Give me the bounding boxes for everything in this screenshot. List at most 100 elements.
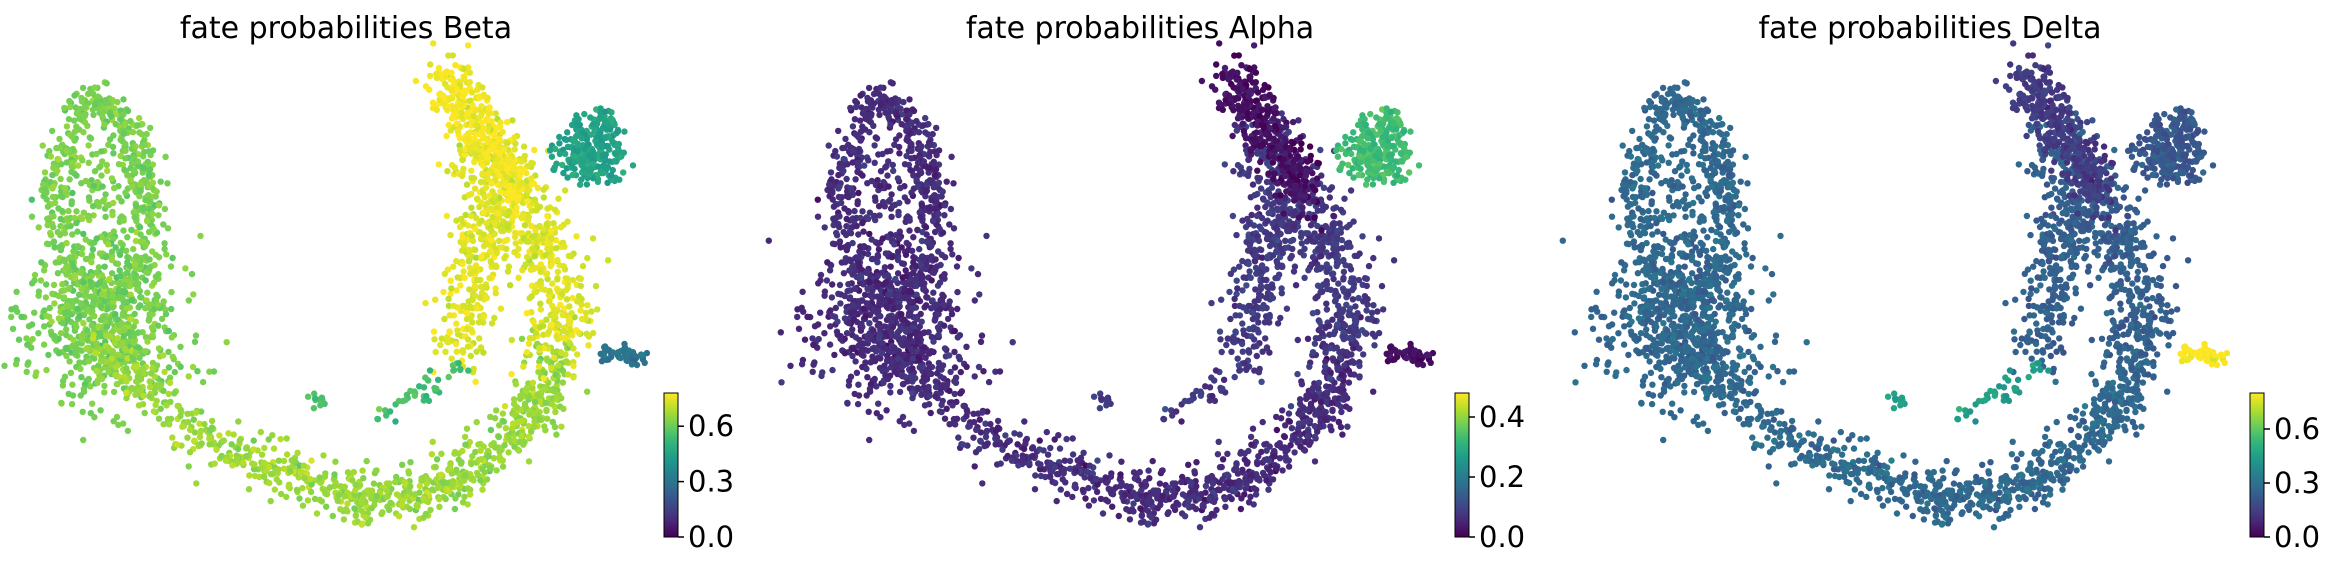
scatter-point: [458, 109, 465, 117]
scatter-point: [609, 138, 616, 146]
scatter-point: [365, 490, 372, 498]
scatter-point: [441, 315, 448, 323]
scatter-point: [210, 368, 218, 375]
scatter-point: [8, 306, 15, 313]
scatter-point: [166, 421, 173, 428]
scatter-point: [891, 241, 898, 248]
scatter-point: [570, 362, 577, 370]
scatter-point: [216, 432, 223, 439]
scatter-point: [149, 311, 156, 318]
scatter-point: [560, 405, 567, 412]
scatter-point: [538, 285, 545, 293]
scatter-point: [435, 161, 442, 168]
scatter-point: [109, 143, 117, 151]
scatter-point: [954, 305, 961, 313]
scatter-point: [473, 305, 480, 312]
scatter-point: [79, 408, 86, 415]
scatter-point: [459, 499, 467, 506]
scatter-point: [475, 441, 482, 448]
scatter-point: [569, 332, 576, 339]
scatter-point: [103, 332, 110, 339]
scatter-point: [130, 323, 137, 330]
scatter-point: [139, 120, 146, 128]
scatter-point: [470, 175, 478, 182]
scatter-point: [857, 272, 864, 279]
scatter-point: [368, 505, 375, 512]
scatter-point: [464, 336, 472, 343]
scatter-point: [55, 156, 62, 163]
scatter-point: [472, 246, 479, 254]
scatter-point: [442, 495, 449, 503]
scatter-point: [148, 370, 155, 377]
scatter-point: [864, 98, 872, 105]
scatter-point: [438, 450, 445, 457]
scatter-point: [146, 166, 154, 173]
scatter-point: [318, 394, 326, 401]
scatter-point: [556, 133, 563, 141]
scatter-point: [127, 117, 134, 125]
scatter-point: [354, 518, 361, 525]
scatter-point: [955, 353, 962, 360]
scatter-point: [350, 468, 357, 476]
scatter-point: [162, 153, 169, 160]
scatter-point: [910, 427, 918, 435]
scatter-point: [462, 472, 469, 479]
scatter-point: [466, 491, 474, 498]
scatter-point: [574, 351, 581, 358]
scatter-point: [486, 274, 493, 282]
scatter-point: [57, 175, 64, 183]
scatter-point: [531, 146, 538, 154]
scatter-point: [905, 312, 912, 319]
scatter-point: [40, 267, 48, 274]
scatter-point: [468, 326, 475, 333]
scatter-point: [835, 193, 843, 201]
scatter-point: [916, 167, 923, 174]
scatter-point: [160, 221, 167, 228]
scatter-point: [184, 418, 192, 426]
scatter-point: [928, 277, 935, 284]
scatter-point: [898, 121, 905, 128]
scatter-point: [540, 186, 547, 193]
scatter-point: [85, 357, 93, 365]
scatter-point: [617, 354, 624, 362]
scatter-points: [765, 40, 1437, 531]
scatter-point: [862, 313, 869, 320]
scatter-point: [316, 474, 323, 481]
scatter-point: [544, 357, 551, 364]
scatter-point: [75, 291, 83, 298]
scatter-point: [87, 410, 95, 417]
scatter-point: [61, 230, 69, 237]
scatter-point: [128, 297, 135, 304]
scatter-point: [293, 486, 301, 494]
scatter-point: [931, 303, 939, 310]
scatter-point: [898, 311, 905, 318]
scatter-point: [77, 392, 84, 399]
scatter-point: [564, 129, 571, 136]
scatter-point: [826, 181, 833, 188]
scatter-point: [100, 291, 108, 298]
scatter-point: [833, 232, 841, 239]
scatter-point: [485, 170, 492, 177]
scatter-point: [190, 291, 197, 298]
scatter-point: [985, 378, 993, 386]
scatter-point: [447, 231, 454, 239]
scatter-point: [332, 458, 339, 465]
scatter-point: [123, 365, 130, 372]
scatter-point: [867, 103, 875, 111]
scatter-point: [795, 325, 803, 332]
scatter-point: [849, 123, 857, 130]
scatter-point: [311, 395, 319, 402]
scatter-point: [124, 253, 131, 261]
scatter-point: [119, 312, 127, 319]
scatter-point: [146, 383, 154, 391]
scatter-point: [106, 275, 113, 283]
scatter-point: [466, 69, 474, 76]
scatter-point: [134, 158, 142, 165]
scatter-point: [70, 262, 77, 270]
scatter-point: [864, 285, 871, 293]
scatter-point: [461, 274, 468, 281]
scatter-point: [80, 385, 88, 393]
scatter-point: [561, 243, 568, 250]
scatter-point: [99, 198, 106, 205]
scatter-point: [936, 225, 943, 233]
